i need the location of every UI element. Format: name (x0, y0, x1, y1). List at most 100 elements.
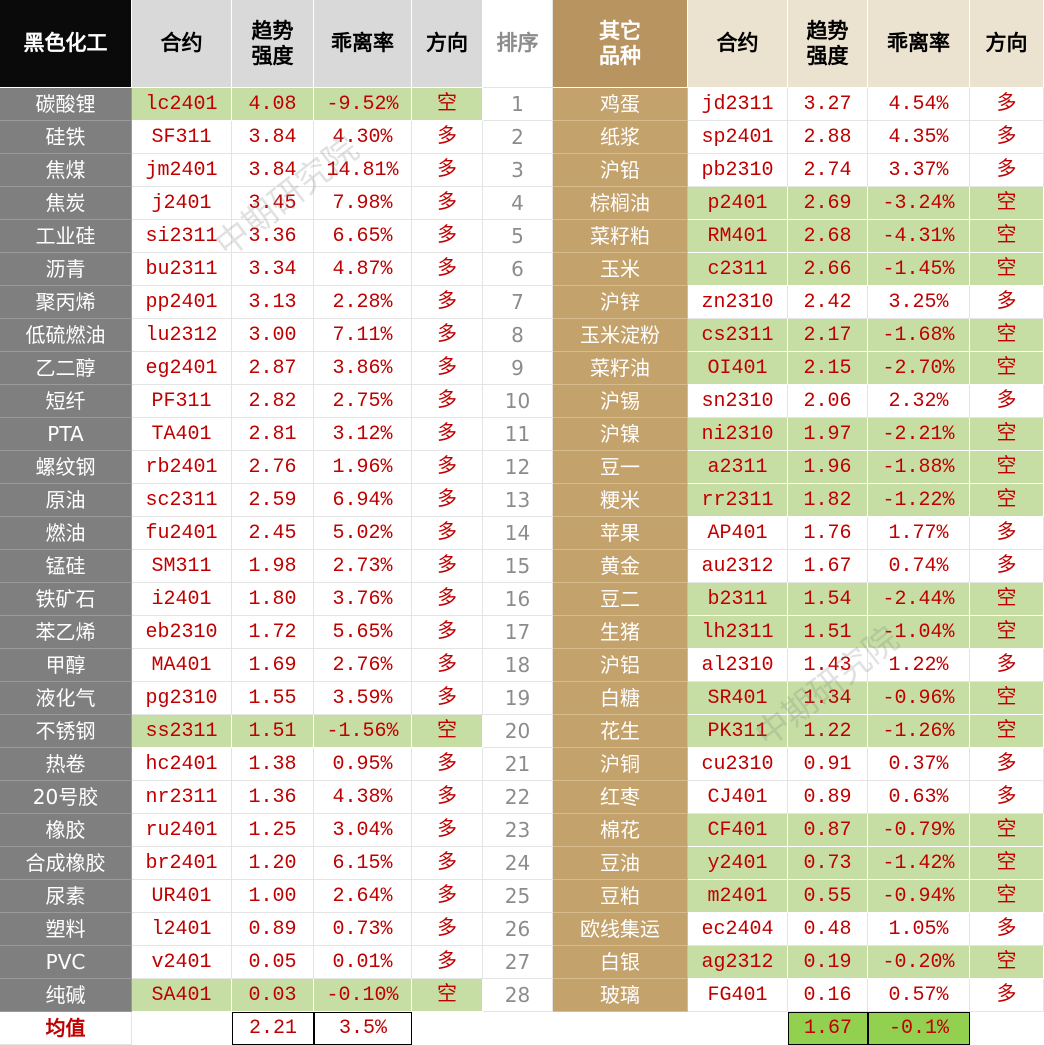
contract: pp2401 (132, 286, 232, 319)
contract: PF311 (132, 385, 232, 418)
direction: 空 (970, 682, 1044, 715)
direction: 空 (970, 451, 1044, 484)
direction: 多 (412, 385, 483, 418)
deviation-rate: -2.21% (868, 418, 970, 451)
direction: 多 (970, 385, 1044, 418)
commodity-name: 沪铜 (553, 748, 688, 781)
direction: 多 (412, 517, 483, 550)
commodity-name: 沪锡 (553, 385, 688, 418)
direction: 多 (970, 913, 1044, 946)
direction: 空 (970, 715, 1044, 748)
trend-strength: 1.20 (232, 847, 314, 880)
trend-strength: 1.25 (232, 814, 314, 847)
rank: 3 (483, 154, 553, 187)
rank: 13 (483, 484, 553, 517)
trend-strength: 0.16 (788, 979, 868, 1012)
contract: SR401 (688, 682, 788, 715)
direction: 空 (970, 616, 1044, 649)
rank: 27 (483, 946, 553, 979)
deviation-rate: 2.64% (314, 880, 412, 913)
contract: a2311 (688, 451, 788, 484)
trend-strength: 2.68 (788, 220, 868, 253)
commodity-name: 铁矿石 (0, 583, 132, 616)
direction: 空 (970, 880, 1044, 913)
commodity-name: 白糖 (553, 682, 688, 715)
contract: bu2311 (132, 253, 232, 286)
direction: 多 (412, 946, 483, 979)
contract: fu2401 (132, 517, 232, 550)
trend-strength: 0.55 (788, 880, 868, 913)
commodity-name: 玉米 (553, 253, 688, 286)
direction: 多 (412, 748, 483, 781)
trend-strength: 2.74 (788, 154, 868, 187)
direction: 多 (412, 484, 483, 517)
direction: 多 (412, 319, 483, 352)
trend-strength: 1.34 (788, 682, 868, 715)
trend-strength: 0.48 (788, 913, 868, 946)
direction: 多 (970, 121, 1044, 154)
contract: SA401 (132, 979, 232, 1012)
rank: 15 (483, 550, 553, 583)
trend-strength: 0.05 (232, 946, 314, 979)
trend-strength: 1.36 (232, 781, 314, 814)
deviation-rate: 0.63% (868, 781, 970, 814)
contract: jm2401 (132, 154, 232, 187)
commodity-name: PVC (0, 946, 132, 979)
contract: RM401 (688, 220, 788, 253)
direction: 空 (412, 715, 483, 748)
direction: 多 (412, 616, 483, 649)
deviation-rate: 1.96% (314, 451, 412, 484)
rank: 1 (483, 88, 553, 121)
deviation-rate: -1.88% (868, 451, 970, 484)
commodity-name: 热卷 (0, 748, 132, 781)
contract: FG401 (688, 979, 788, 1012)
contract: hc2401 (132, 748, 232, 781)
trend-strength: 1.69 (232, 649, 314, 682)
contract: ni2310 (688, 418, 788, 451)
direction: 多 (412, 220, 483, 253)
trend-strength: 2.76 (232, 451, 314, 484)
direction: 空 (970, 814, 1044, 847)
deviation-rate: 0.73% (314, 913, 412, 946)
header-cell: 合约 (132, 0, 232, 88)
commodity-name: PTA (0, 418, 132, 451)
commodity-name: 鸡蛋 (553, 88, 688, 121)
deviation-rate: -1.56% (314, 715, 412, 748)
commodity-name: 豆粕 (553, 880, 688, 913)
trend-strength: 3.34 (232, 253, 314, 286)
commodity-name: 棕榈油 (553, 187, 688, 220)
rank: 23 (483, 814, 553, 847)
rank: 4 (483, 187, 553, 220)
trend-strength: 2.45 (232, 517, 314, 550)
deviation-rate: -1.22% (868, 484, 970, 517)
direction: 多 (412, 913, 483, 946)
commodity-name: 尿素 (0, 880, 132, 913)
rank: 21 (483, 748, 553, 781)
trend-strength: 1.97 (788, 418, 868, 451)
trend-strength: 2.42 (788, 286, 868, 319)
deviation-rate: 1.05% (868, 913, 970, 946)
commodity-name: 豆一 (553, 451, 688, 484)
deviation-rate: 6.94% (314, 484, 412, 517)
trend-strength: 1.22 (788, 715, 868, 748)
commodity-name: 碳酸锂 (0, 88, 132, 121)
trend-strength: 3.45 (232, 187, 314, 220)
contract: sc2311 (132, 484, 232, 517)
trend-strength: 3.36 (232, 220, 314, 253)
commodity-name: 苯乙烯 (0, 616, 132, 649)
rank: 11 (483, 418, 553, 451)
deviation-rate: 0.01% (314, 946, 412, 979)
deviation-rate: -2.70% (868, 352, 970, 385)
trend-strength: 1.51 (788, 616, 868, 649)
deviation-rate: 2.76% (314, 649, 412, 682)
commodity-name: 生猪 (553, 616, 688, 649)
commodity-name: 沪铅 (553, 154, 688, 187)
deviation-rate: 3.04% (314, 814, 412, 847)
direction: 多 (412, 583, 483, 616)
deviation-rate: 1.77% (868, 517, 970, 550)
commodity-name: 菜籽油 (553, 352, 688, 385)
trend-strength: 1.54 (788, 583, 868, 616)
contract: al2310 (688, 649, 788, 682)
deviation-rate: 3.37% (868, 154, 970, 187)
commodity-name: 菜籽粕 (553, 220, 688, 253)
